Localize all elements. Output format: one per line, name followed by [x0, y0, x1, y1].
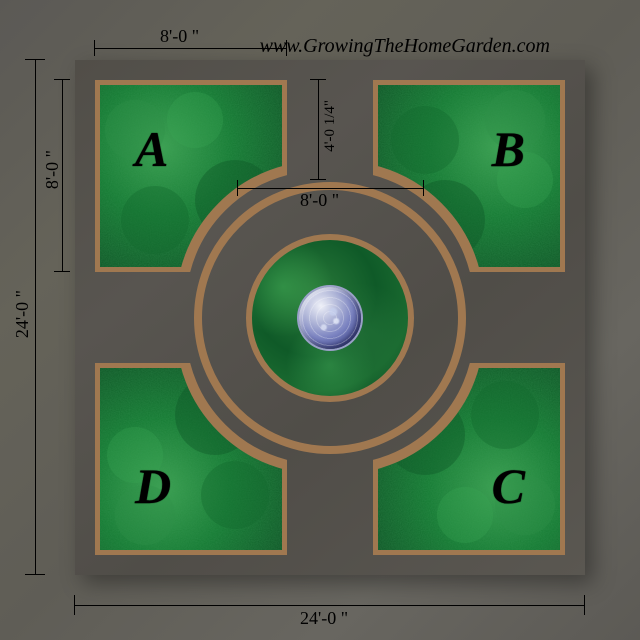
dim-bed-width: 8'-0 "	[160, 26, 199, 47]
dim-tick	[25, 574, 45, 575]
dim-path-width: 4'-0 1/4"	[322, 100, 339, 152]
dim-bed-height: 8'-0 "	[42, 150, 63, 189]
credit-url: www.GrowingTheHomeGarden.com	[260, 35, 550, 58]
dim-tick	[94, 40, 95, 56]
dim-tick	[25, 59, 45, 60]
dim-line-outer-h	[35, 60, 36, 575]
dim-tick	[423, 180, 424, 196]
dim-tick	[584, 595, 585, 615]
dim-tick	[237, 180, 238, 196]
dim-line-path	[318, 80, 319, 180]
dim-line-outer-w	[75, 605, 585, 606]
bed-c-label: C	[492, 457, 525, 515]
dim-tick	[54, 271, 70, 272]
dim-outer-width: 24'-0 "	[300, 608, 348, 629]
dim-tick	[286, 40, 287, 56]
dim-tick	[54, 79, 70, 80]
bed-d-label: D	[135, 457, 171, 515]
dim-outer-height: 24'-0 "	[12, 290, 33, 338]
dim-tick	[310, 179, 326, 180]
bed-b-label: B	[492, 120, 525, 178]
bed-a-label: A	[135, 120, 168, 178]
center-ornament	[299, 287, 361, 349]
dim-tick	[74, 595, 75, 615]
dim-line-ring	[238, 188, 424, 189]
dim-line-bed-w	[95, 48, 287, 49]
dim-tick	[310, 79, 326, 80]
dim-ring-dia: 8'-0 "	[300, 190, 339, 211]
